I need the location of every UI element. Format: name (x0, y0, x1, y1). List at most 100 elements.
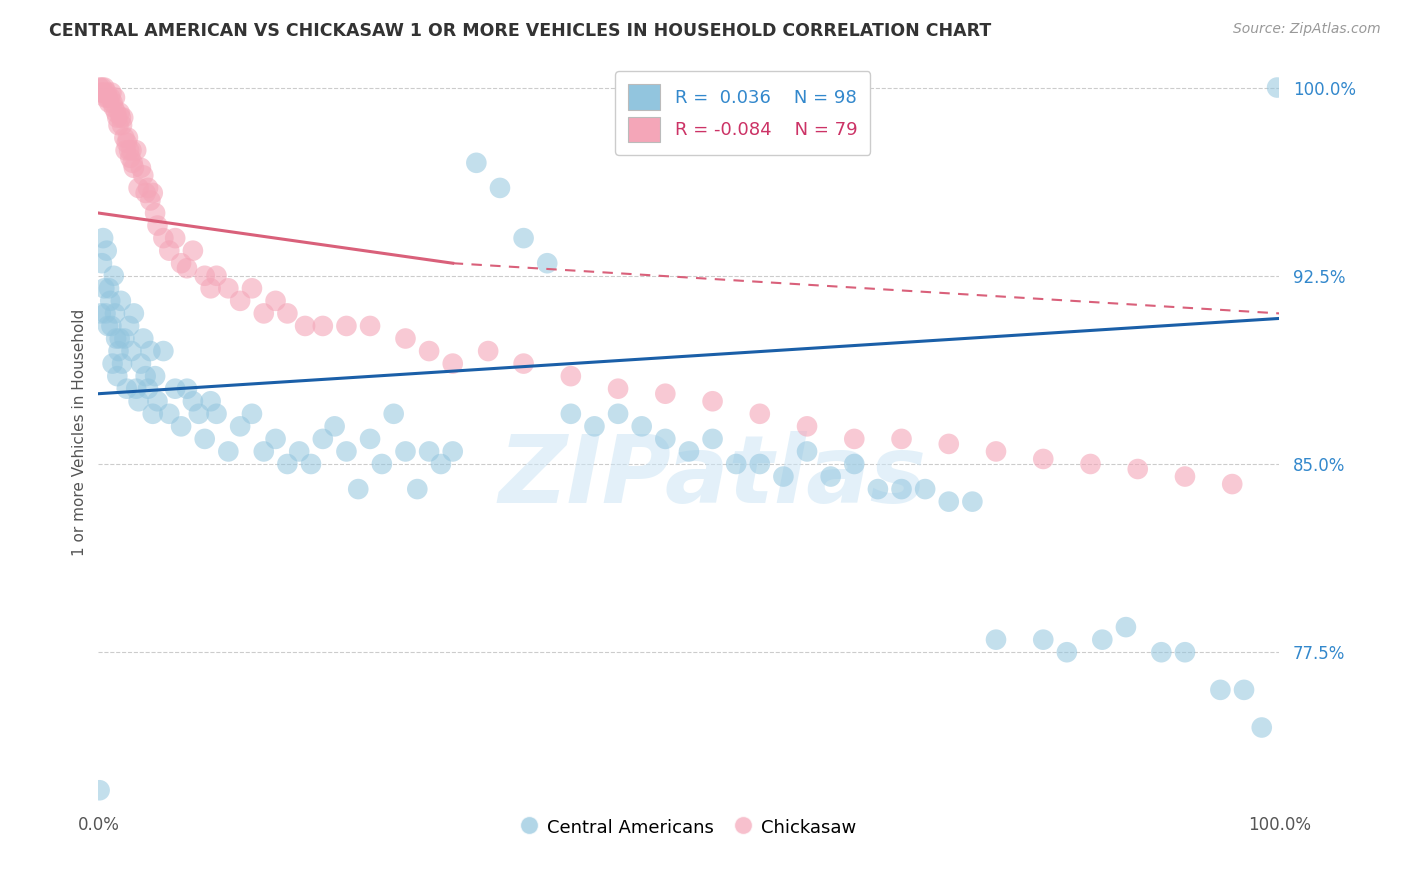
Point (678, 444, 700, 458)
Point (394, 331, 416, 345)
Point (205, 407, 228, 421)
Point (1126, 462, 1149, 476)
Point (97, 318, 120, 333)
Point (276, 306, 298, 320)
Point (170, 419, 193, 434)
Point (181, 244, 204, 258)
Point (110, 111, 132, 125)
Point (796, 444, 818, 458)
Point (359, 432, 381, 446)
Point (136, 382, 159, 396)
Point (120, 151, 142, 165)
Point (748, 407, 770, 421)
Point (128, 181, 150, 195)
Point (105, 331, 128, 345)
Point (1150, 645, 1173, 659)
Point (630, 419, 652, 434)
Point (176, 382, 198, 396)
Point (146, 219, 169, 233)
Point (607, 382, 630, 396)
Point (938, 437, 960, 451)
Point (108, 105, 131, 120)
Point (112, 331, 135, 345)
Point (121, 344, 143, 359)
Point (984, 444, 1007, 458)
Point (165, 231, 187, 245)
Point (90, 86, 112, 100)
Point (129, 357, 152, 371)
Point (382, 407, 405, 421)
Point (890, 432, 912, 446)
Point (112, 111, 135, 125)
Point (418, 344, 440, 359)
Point (560, 369, 582, 384)
Point (217, 444, 239, 458)
Point (115, 136, 138, 150)
Point (1056, 645, 1078, 659)
Point (170, 256, 193, 270)
Point (866, 482, 889, 496)
Point (654, 386, 676, 401)
Point (394, 444, 416, 458)
Point (132, 331, 155, 345)
Point (441, 357, 464, 371)
Point (96, 244, 118, 258)
Point (94, 90, 117, 104)
Point (118, 143, 141, 157)
Point (176, 261, 198, 276)
Point (1091, 632, 1114, 647)
Point (335, 444, 357, 458)
Point (93, 80, 115, 95)
Point (142, 407, 165, 421)
Point (536, 256, 558, 270)
Point (583, 419, 606, 434)
Point (430, 457, 453, 471)
Point (1174, 469, 1197, 483)
Point (205, 268, 228, 283)
Point (299, 457, 322, 471)
Point (97, 90, 120, 104)
Point (294, 318, 316, 333)
Point (607, 407, 630, 421)
Point (194, 432, 217, 446)
Point (844, 457, 866, 471)
Point (1233, 682, 1256, 697)
Point (1209, 682, 1232, 697)
Point (194, 268, 217, 283)
Point (406, 482, 429, 496)
Point (93, 281, 115, 295)
Legend: Central Americans, Chickasaw: Central Americans, Chickasaw (515, 809, 863, 846)
Point (142, 186, 165, 200)
Point (288, 444, 311, 458)
Point (132, 169, 155, 183)
Point (844, 432, 866, 446)
Point (91, 231, 114, 245)
Point (371, 457, 394, 471)
Point (477, 344, 499, 359)
Point (91, 80, 114, 95)
Point (91, 86, 114, 100)
Y-axis label: 1 or more Vehicles in Household: 1 or more Vehicles in Household (72, 309, 87, 557)
Point (117, 130, 139, 145)
Point (465, 156, 488, 170)
Point (489, 181, 512, 195)
Point (107, 344, 129, 359)
Point (1080, 457, 1102, 471)
Point (146, 394, 169, 409)
Point (217, 281, 239, 295)
Point (129, 161, 152, 175)
Point (135, 369, 157, 384)
Point (796, 419, 818, 434)
Point (200, 394, 222, 409)
Point (94, 306, 117, 320)
Point (100, 86, 122, 100)
Point (560, 407, 582, 421)
Point (914, 482, 936, 496)
Point (200, 281, 222, 295)
Point (112, 130, 135, 145)
Point (152, 231, 174, 245)
Point (157, 244, 180, 258)
Point (128, 394, 150, 409)
Point (1220, 477, 1243, 491)
Point (347, 482, 370, 496)
